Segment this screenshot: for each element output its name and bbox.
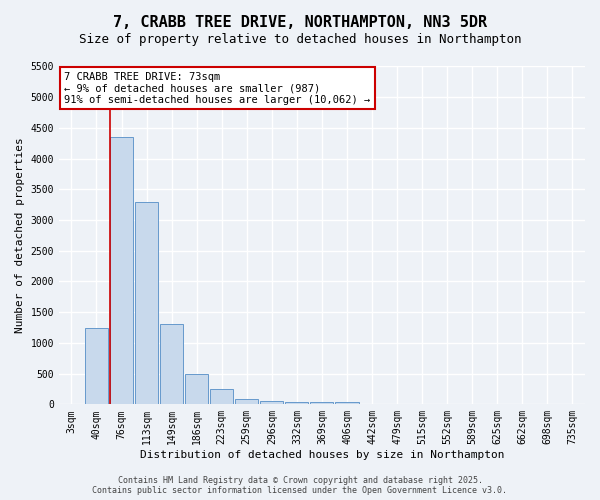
Bar: [286, 402, 308, 404]
Text: 7 CRABB TREE DRIVE: 73sqm
← 9% of detached houses are smaller (987)
91% of semi-: 7 CRABB TREE DRIVE: 73sqm ← 9% of detach…: [64, 72, 370, 105]
Text: Contains HM Land Registry data © Crown copyright and database right 2025.
Contai: Contains HM Land Registry data © Crown c…: [92, 476, 508, 495]
Bar: [135, 202, 158, 404]
Text: Size of property relative to detached houses in Northampton: Size of property relative to detached ho…: [79, 32, 521, 46]
Y-axis label: Number of detached properties: Number of detached properties: [15, 138, 25, 334]
Bar: [235, 399, 259, 404]
Bar: [335, 402, 359, 404]
X-axis label: Distribution of detached houses by size in Northampton: Distribution of detached houses by size …: [140, 450, 504, 460]
Bar: [310, 402, 334, 404]
Bar: [160, 324, 183, 404]
Bar: [210, 389, 233, 404]
Bar: [260, 400, 283, 404]
Bar: [85, 328, 108, 404]
Bar: [110, 137, 133, 404]
Text: 7, CRABB TREE DRIVE, NORTHAMPTON, NN3 5DR: 7, CRABB TREE DRIVE, NORTHAMPTON, NN3 5D…: [113, 15, 487, 30]
Bar: [185, 374, 208, 404]
